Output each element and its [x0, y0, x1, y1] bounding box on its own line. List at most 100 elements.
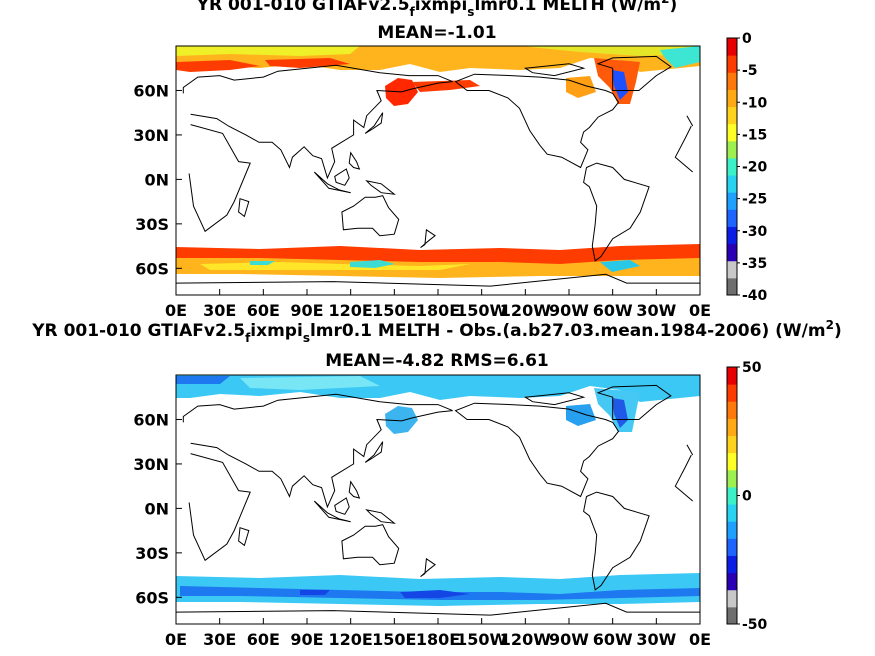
x-tick-label: 90E	[290, 301, 323, 320]
colorbar-segment	[727, 435, 737, 454]
coastline-japan	[364, 112, 384, 134]
panel-1-colorbar: 0 -5 -10 -15 -20 -25 -30 -35 -40	[726, 31, 768, 304]
x-tick-label: 0E	[689, 301, 711, 320]
x-tick-label: 120W	[500, 301, 551, 320]
coastline-greenland	[596, 55, 672, 91]
colorbar-label: -50	[742, 617, 768, 633]
colorbar-label: -35	[742, 256, 767, 272]
y-tick-label: 0N	[144, 499, 169, 518]
panel-1-subtitle: MEAN=-1.01	[377, 23, 496, 43]
colorbar-segment	[727, 401, 737, 419]
x-tick-label: 120E	[329, 630, 373, 649]
coastline-eurasia-1	[182, 64, 453, 180]
panel-2-coastlines	[175, 384, 700, 616]
panel-1-y-ticks: 60N 30N 0N 30S 60S	[133, 81, 182, 278]
y-tick-label: 30N	[133, 455, 169, 474]
colorbar-segment	[727, 192, 737, 210]
colorbar-segment	[727, 555, 737, 574]
x-tick-label: 90E	[290, 630, 323, 649]
colorbar-segment	[727, 572, 737, 591]
x-tick-label: 30E	[203, 630, 236, 649]
colorbar-label: -30	[742, 224, 768, 240]
colorbar-segment	[727, 504, 737, 522]
colorbar-segment	[727, 606, 737, 625]
x-tick-label: 90W	[549, 630, 589, 649]
colorbar-segment	[727, 277, 737, 296]
x-tick-label: 60W	[593, 630, 633, 649]
coastline-north-america	[454, 73, 620, 169]
coastline-philippines	[348, 480, 361, 499]
coastline-japan	[364, 441, 384, 463]
coastline-indonesia	[313, 171, 351, 194]
panel-1-barents-red	[265, 58, 350, 68]
colorbar-segment	[727, 123, 737, 142]
panel-2-hudson	[566, 404, 596, 426]
coastline-eurasia-1	[182, 393, 453, 509]
panel-2-title: YR 001-010 GTIAFv2.5fixmpislmr0.1 MELTH …	[31, 318, 841, 345]
colorbar-label: -5	[742, 63, 758, 79]
colorbar-segment	[727, 226, 737, 245]
panel-1-arctic-red	[176, 60, 260, 72]
y-tick-label: 30N	[133, 126, 169, 145]
colorbar-label: -20	[742, 160, 768, 176]
coastline-philippines	[348, 151, 361, 170]
panel-2-antarctic-deep2	[300, 590, 330, 595]
panel-1: YR 001-010 GTIAFv2.5fixmpislmr0.1 MELTH …	[133, 0, 767, 320]
colorbar-segment	[727, 243, 737, 262]
panel-1-arctic-yellow-e	[520, 46, 700, 56]
x-tick-label: 150W	[456, 630, 507, 649]
x-tick-label: 30W	[636, 301, 676, 320]
coastline-arctic-islands	[523, 63, 586, 77]
panel-1-title: YR 001-010 GTIAFv2.5fixmpislmr0.1 MELTH …	[196, 0, 678, 19]
panel-1-fields	[176, 46, 700, 278]
y-tick-label: 60S	[135, 259, 169, 278]
coastline-antarctica	[175, 273, 700, 287]
panel-1-antarctic-cyan3	[600, 260, 640, 272]
colorbar-label: -10	[742, 95, 768, 111]
colorbar-segment	[727, 140, 737, 159]
coastline-arctic-islands	[523, 392, 586, 406]
panel-1-arctic-yellow	[176, 46, 360, 56]
panel-2-y-ticks: 60N 30N 0N 30S 60S	[133, 410, 182, 607]
panel-1-labrador-blue	[612, 70, 628, 100]
coastline-south-america	[583, 162, 650, 262]
colorbar-segment	[727, 157, 737, 176]
x-tick-label: 0E	[689, 630, 711, 649]
colorbar-segment	[727, 89, 737, 108]
colorbar-segment	[727, 452, 737, 471]
coastline-africa-1	[188, 453, 251, 562]
x-tick-label: 180E	[416, 630, 460, 649]
x-tick-label: 150W	[456, 301, 507, 320]
x-tick-label: 90W	[549, 301, 589, 320]
panel-2-arctic-blue	[176, 376, 230, 384]
colorbar-label: 0	[742, 31, 752, 47]
coastline-new-zealand	[420, 228, 436, 249]
colorbar-label: -15	[742, 127, 767, 143]
x-tick-label: 60E	[247, 630, 280, 649]
coastline-north-america	[454, 402, 620, 498]
coastline-new-zealand	[420, 557, 436, 578]
coastline-madagascar	[238, 198, 250, 218]
colorbar-segment	[727, 521, 737, 539]
colorbar-segment	[727, 260, 737, 279]
coastline-australia	[341, 195, 400, 237]
x-tick-label: 120W	[500, 630, 551, 649]
panel-1-antarctic-cyan	[350, 260, 395, 268]
colorbar-segment	[727, 38, 737, 56]
colorbar-label: 50	[742, 360, 762, 376]
x-tick-label: 0E	[165, 301, 187, 320]
coastline-africa-2	[674, 125, 694, 173]
colorbar-segment	[727, 589, 737, 608]
x-tick-label: 60W	[593, 301, 633, 320]
coastline-indonesia	[313, 500, 351, 523]
x-tick-label: 30E	[203, 301, 236, 320]
x-tick-label: 120E	[329, 301, 373, 320]
panel-2-labrador-blue	[612, 398, 628, 428]
x-tick-label: 30W	[636, 630, 676, 649]
y-tick-label: 60N	[133, 410, 169, 429]
coastline-new-guinea	[365, 509, 396, 524]
y-tick-label: 30S	[135, 215, 169, 234]
colorbar-segment	[727, 367, 737, 385]
coastline-eurasia-0	[686, 444, 694, 456]
